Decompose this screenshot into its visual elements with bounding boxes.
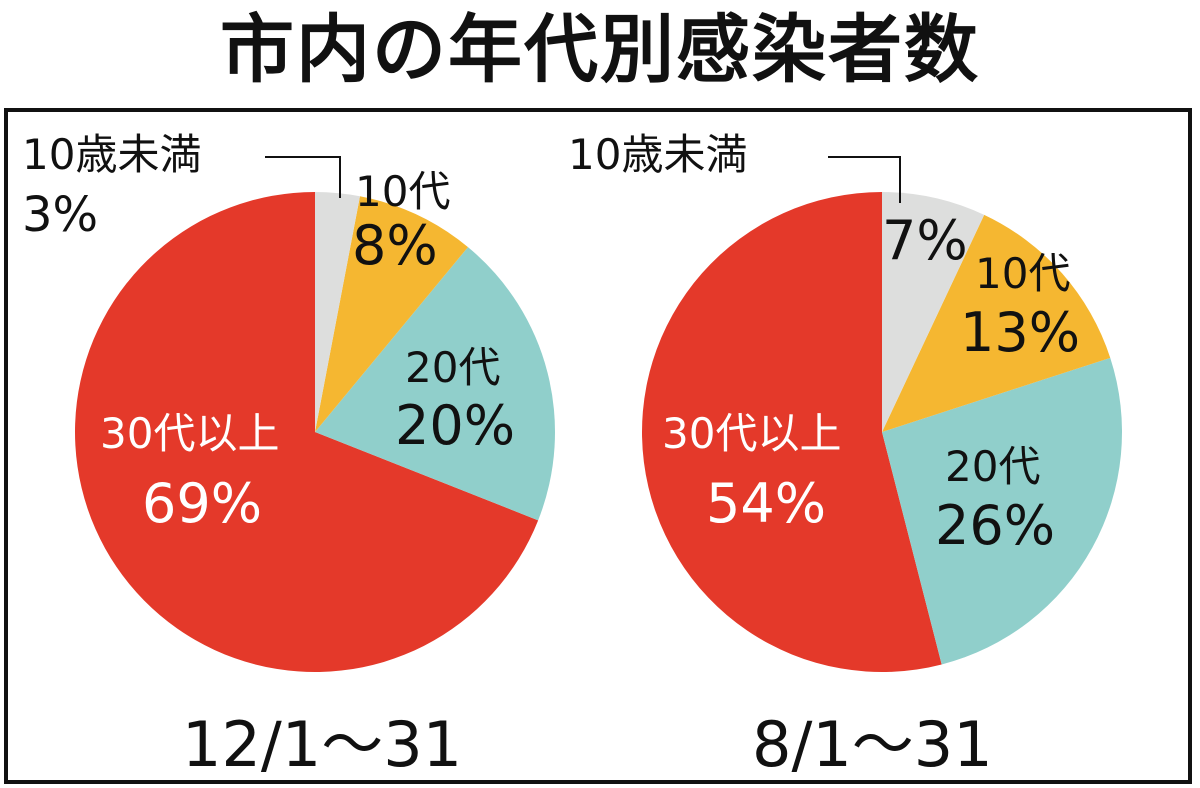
- value-left-twenties: 20%: [395, 394, 516, 457]
- pie-right-slice-thirties-plus: [642, 192, 942, 672]
- pie-left-slice-teens: [315, 196, 468, 432]
- label-left-thirties: 30代以上: [100, 409, 280, 458]
- value-right-under10: 7%: [882, 209, 968, 272]
- leader-line-right: [828, 156, 901, 203]
- label-left-twenties: 20代: [405, 343, 501, 392]
- value-right-twenties: 26%: [935, 494, 1056, 557]
- pie-right-slice-teens: [882, 214, 1111, 432]
- pie-left-slice-twenties: [315, 247, 555, 521]
- chart-frame: [4, 108, 1192, 784]
- value-right-thirties: 54%: [706, 472, 827, 535]
- pie-left-slice-under10: [315, 192, 360, 432]
- label-right-teens: 10代: [975, 249, 1071, 298]
- value-right-teens: 13%: [960, 301, 1081, 364]
- label-right-under10: 10歳未満: [568, 130, 748, 179]
- value-left-under10: 3%: [22, 187, 99, 243]
- label-left-under10: 10歳未満: [22, 130, 202, 179]
- date-right: 8/1〜31: [752, 708, 993, 781]
- pie-right-slice-under10: [882, 192, 985, 432]
- pie-left-slice-thirties-plus: [75, 192, 539, 672]
- chart-title: 市内の年代別感染者数: [220, 7, 980, 93]
- value-left-thirties: 69%: [142, 472, 263, 535]
- date-left: 12/1〜31: [182, 708, 463, 781]
- label-right-twenties: 20代: [945, 442, 1041, 491]
- label-left-teens: 10代: [355, 167, 451, 216]
- value-left-teens: 8%: [352, 214, 438, 277]
- label-right-thirties: 30代以上: [662, 409, 842, 458]
- leader-line-left: [265, 156, 341, 198]
- pie-right-slice-twenties: [882, 357, 1122, 665]
